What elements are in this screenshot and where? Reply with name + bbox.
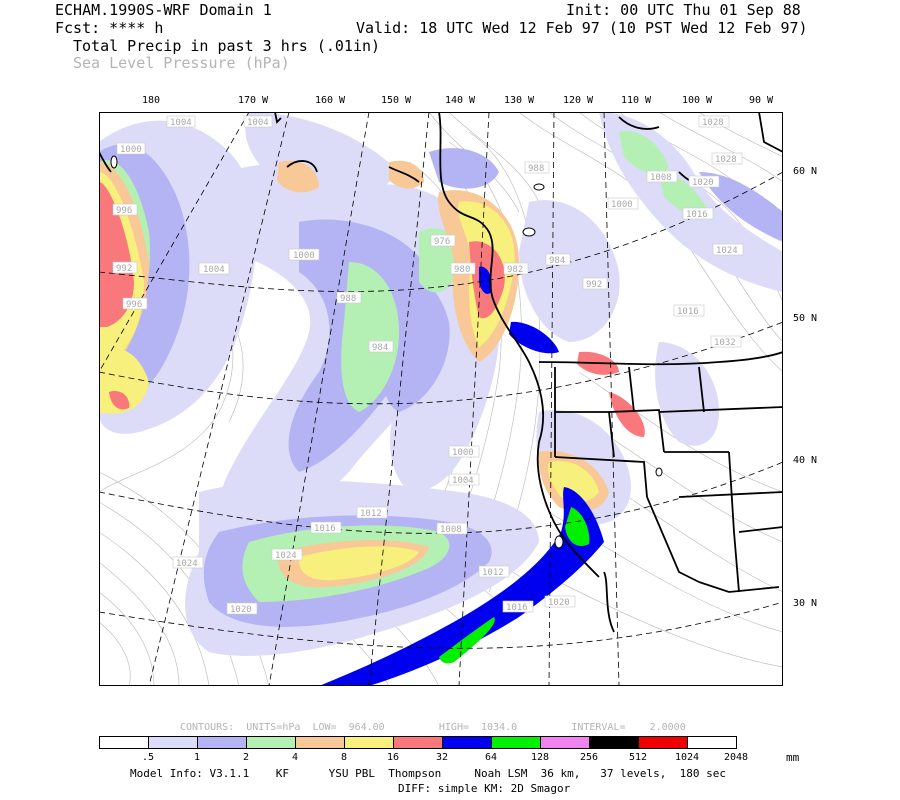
lon-label: 140 W xyxy=(444,95,476,106)
slp-label: 1016 xyxy=(506,603,528,613)
slp-label: 1024 xyxy=(716,246,738,256)
field-slp-title: Sea Level Pressure (hPa) xyxy=(73,54,290,72)
slp-label: 996 xyxy=(126,300,142,310)
slp-label: 1020 xyxy=(230,605,252,615)
colorbar-label: 1024 xyxy=(674,752,700,763)
colorbar-label: 32 xyxy=(435,752,449,763)
colorbar-swatch xyxy=(442,736,492,749)
colorbar-swatch xyxy=(148,736,198,749)
slp-label: 982 xyxy=(507,265,523,275)
slp-label: 1012 xyxy=(360,509,382,519)
colorbar-swatch xyxy=(540,736,590,749)
lon-label: 180 xyxy=(141,95,161,106)
lon-label: 130 W xyxy=(503,95,535,106)
slp-labels: 1004 1000 996 992 1004 1004 1000 996 988… xyxy=(112,115,744,615)
slp-label: 992 xyxy=(116,264,132,274)
slp-label: 984 xyxy=(549,256,565,266)
precip-salmon xyxy=(99,182,645,437)
slp-label: 1004 xyxy=(170,118,192,128)
slp-label: 984 xyxy=(372,343,388,353)
slp-label: 1024 xyxy=(275,551,297,561)
slp-label: 1016 xyxy=(686,210,708,220)
slp-label: 1016 xyxy=(677,307,699,317)
slp-label: 1028 xyxy=(715,155,737,165)
model-title: ECHAM.1990S-WRF Domain 1 xyxy=(55,1,272,19)
colorbar-label: 2 xyxy=(242,752,250,763)
coastlines xyxy=(99,112,783,633)
diff-info: DIFF: simple KM: 2D Smagor xyxy=(398,782,571,795)
colorbar-label: 64 xyxy=(484,752,498,763)
lat-label: 40 N xyxy=(793,455,818,466)
slp-label: 1000 xyxy=(293,251,315,261)
contours-info: CONTOURS: UNITS=hPa LOW= 964.00 HIGH= 10… xyxy=(180,722,686,733)
colorbar-swatch xyxy=(491,736,541,749)
graticule xyxy=(99,112,783,686)
valid-time: Valid: 18 UTC Wed 12 Feb 97 (10 PST Wed … xyxy=(356,19,808,37)
slp-label: 1000 xyxy=(120,145,142,155)
precip-green-heavy xyxy=(439,507,590,664)
map-frame xyxy=(99,112,783,686)
slp-label: 1008 xyxy=(440,525,462,535)
colorbar-label: .5 xyxy=(141,752,155,763)
slp-label: 1004 xyxy=(203,265,225,275)
colorbar-swatch xyxy=(687,736,737,749)
slp-label: 1004 xyxy=(452,476,474,486)
slp-label: 1004 xyxy=(247,118,269,128)
lon-label: 160 W xyxy=(314,95,346,106)
lat-label: 30 N xyxy=(793,598,818,609)
lon-label: 90 W xyxy=(748,95,774,106)
init-time: Init: 00 UTC Thu 01 Sep 88 xyxy=(566,1,801,19)
colorbar-swatch xyxy=(589,736,639,749)
colorbar-label: 1 xyxy=(193,752,201,763)
model-info: Model Info: V3.1.1 KF YSU PBL Thompson N… xyxy=(130,767,727,780)
colorbar-label: 2048 xyxy=(723,752,749,763)
precip-colorbar xyxy=(99,736,737,749)
lon-label: 100 W xyxy=(681,95,713,106)
precip-map: 1004 1000 996 992 1004 1004 1000 996 988… xyxy=(99,112,783,686)
colorbar-swatch xyxy=(197,736,247,749)
slp-label: 1020 xyxy=(548,598,570,608)
field-precip-title: Total Precip in past 3 hrs (.01in) xyxy=(73,37,381,55)
colorbar-label: 128 xyxy=(530,752,550,763)
slp-label: 1000 xyxy=(452,448,474,458)
colorbar-swatch xyxy=(393,736,443,749)
slp-label: 996 xyxy=(116,206,132,216)
lon-label: 150 W xyxy=(380,95,412,106)
slp-label: 1012 xyxy=(482,568,504,578)
colorbar-label: 16 xyxy=(386,752,400,763)
colorbar-swatch xyxy=(295,736,345,749)
slp-label: 1000 xyxy=(611,200,633,210)
lat-label: 50 N xyxy=(793,313,818,324)
lon-label: 120 W xyxy=(562,95,594,106)
slp-label: 1008 xyxy=(650,173,672,183)
slp-label: 980 xyxy=(454,265,470,275)
slp-label: 1020 xyxy=(692,178,714,188)
slp-label: 1024 xyxy=(176,559,198,569)
colorbar-label: 256 xyxy=(579,752,599,763)
colorbar-swatch xyxy=(344,736,394,749)
colorbar-swatch xyxy=(638,736,688,749)
colorbar-label: 8 xyxy=(340,752,348,763)
colorbar-label: 4 xyxy=(291,752,299,763)
colorbar-label: 512 xyxy=(628,752,648,763)
slp-label: 988 xyxy=(340,294,356,304)
slp-label: 988 xyxy=(528,164,544,174)
lat-label: 60 N xyxy=(793,166,818,177)
forecast-hour: Fcst: **** h xyxy=(55,19,164,37)
lon-label: 170 W xyxy=(237,95,269,106)
slp-label: 992 xyxy=(586,280,602,290)
colorbar-swatch xyxy=(246,736,296,749)
colorbar-swatch xyxy=(99,736,149,749)
lakes-islands xyxy=(110,155,663,549)
slp-label: 1032 xyxy=(714,338,736,348)
slp-label: 1028 xyxy=(702,118,724,128)
slp-label: 976 xyxy=(434,237,450,247)
colorbar-unit: mm xyxy=(786,751,800,764)
lon-label: 110 W xyxy=(620,95,652,106)
slp-label: 1016 xyxy=(314,524,336,534)
